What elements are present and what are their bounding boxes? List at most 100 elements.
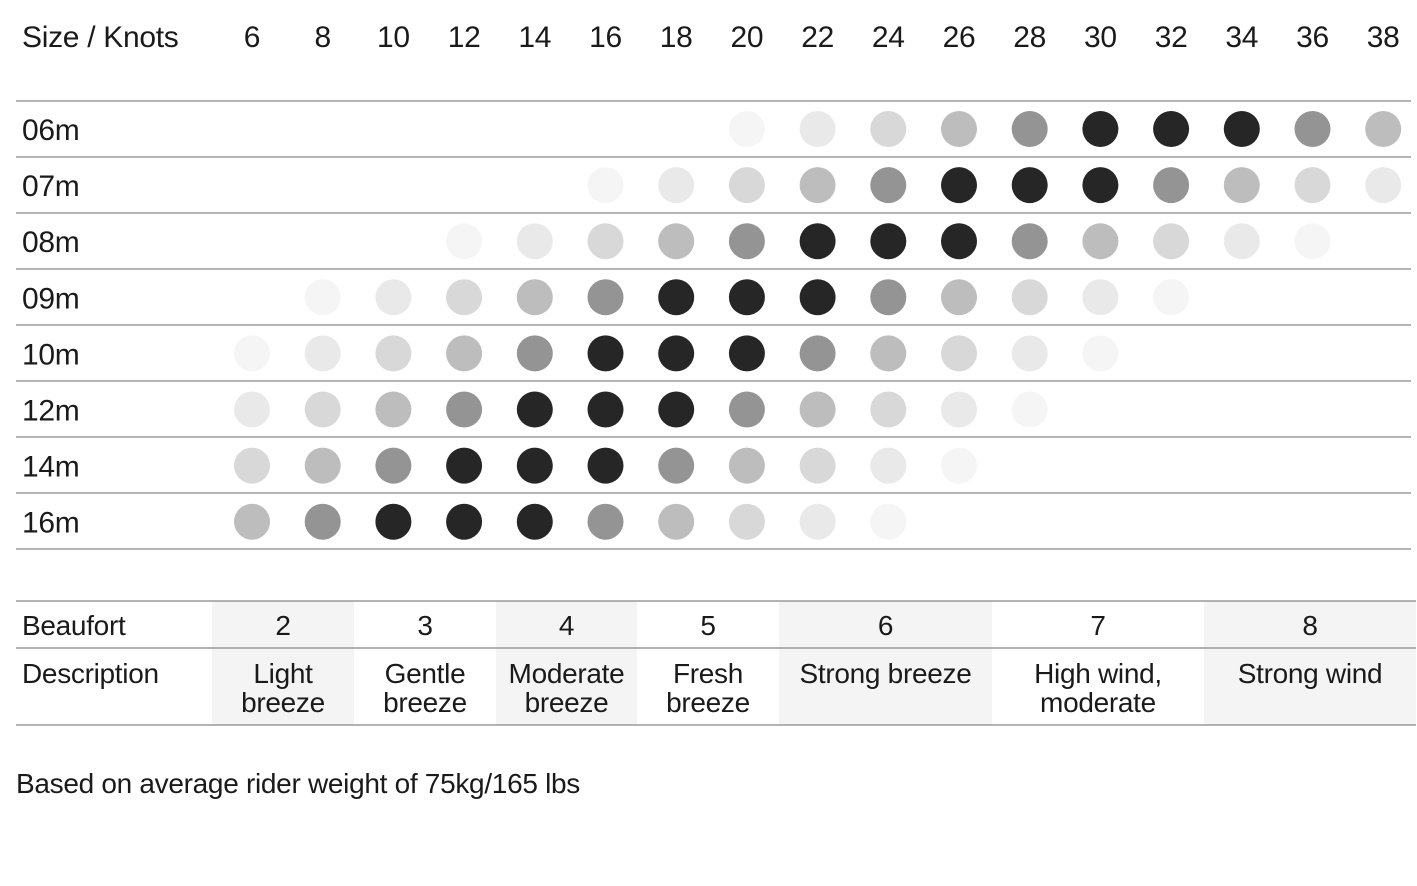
beaufort-label: Beaufort	[22, 610, 126, 641]
wind-dot	[1153, 167, 1190, 204]
knots-tick-label: 28	[1013, 21, 1046, 54]
description-label: Description	[22, 658, 159, 689]
wind-dot	[587, 223, 624, 260]
wind-dot	[516, 391, 553, 428]
knots-tick-label: 22	[801, 21, 834, 54]
beaufort-description: Strong breeze	[800, 658, 972, 689]
size-label: 07m	[22, 170, 79, 203]
knots-tick-label: 24	[872, 21, 905, 54]
knots-tick-label: 8	[315, 21, 331, 54]
wind-dot	[234, 447, 270, 484]
wind-dot	[375, 279, 412, 316]
size-label: 10m	[22, 338, 79, 371]
beaufort-force: 6	[878, 610, 893, 641]
wind-dot	[446, 279, 483, 316]
knots-tick-label: 34	[1225, 21, 1258, 54]
wind-dot	[446, 447, 483, 484]
wind-dot	[1223, 167, 1260, 204]
beaufort-force: 5	[700, 610, 715, 641]
wind-dot	[941, 111, 977, 147]
beaufort-description: breeze	[666, 687, 750, 718]
wind-dot	[941, 223, 977, 260]
wind-dot	[304, 335, 341, 372]
beaufort-shade	[212, 601, 354, 725]
knots-tick-label: 6	[244, 21, 260, 54]
size-label: 12m	[22, 395, 79, 428]
wind-dot	[658, 279, 695, 316]
knots-tick-label: 10	[377, 21, 410, 54]
wind-dot	[234, 335, 270, 372]
wind-dot	[870, 167, 907, 204]
wind-dot	[870, 503, 907, 540]
wind-dot	[941, 391, 977, 428]
beaufort-force: 8	[1302, 610, 1317, 641]
wind-dot	[799, 335, 836, 372]
wind-dot	[304, 447, 341, 484]
wind-dot	[516, 223, 553, 260]
size-row: 14m	[22, 447, 977, 484]
wind-dot	[587, 167, 624, 204]
size-row: 12m	[22, 391, 1048, 428]
wind-dot	[1153, 223, 1190, 260]
wind-dot	[870, 391, 907, 428]
beaufort-force: 3	[417, 610, 432, 641]
knots-tick-label: 18	[660, 21, 693, 54]
wind-dot	[1011, 223, 1048, 260]
wind-dot	[1011, 335, 1048, 372]
wind-dot	[728, 391, 765, 428]
wind-dot	[799, 391, 836, 428]
size-label: 06m	[22, 114, 79, 147]
size-row: 09m	[22, 279, 1190, 316]
wind-dot	[799, 447, 836, 484]
wind-dot	[516, 503, 553, 540]
beaufort-force: 4	[559, 610, 574, 641]
wind-dot	[728, 335, 765, 372]
wind-dot	[446, 223, 483, 260]
beaufort-description: Moderate	[509, 658, 625, 689]
size-label: 14m	[22, 451, 79, 484]
wind-dot	[1223, 111, 1260, 147]
wind-dot	[728, 503, 765, 540]
wind-dot	[234, 503, 270, 540]
wind-dot	[658, 223, 695, 260]
beaufort-description: breeze	[525, 687, 609, 718]
wind-dot	[728, 279, 765, 316]
grid-lines	[16, 100, 1411, 550]
wind-dot	[375, 503, 412, 540]
wind-dot	[1153, 111, 1190, 147]
knots-tick-label: 12	[448, 21, 481, 54]
wind-dot	[587, 391, 624, 428]
size-label: 09m	[22, 282, 79, 315]
wind-dot	[870, 111, 907, 147]
wind-dot	[1011, 279, 1048, 316]
wind-dot	[1082, 279, 1119, 316]
wind-dot	[1011, 111, 1048, 147]
wind-dot	[799, 167, 836, 204]
knots-tick-label: 36	[1296, 21, 1329, 54]
beaufort-shade	[1204, 601, 1416, 725]
beaufort-force: 2	[275, 610, 290, 641]
wind-dot	[1223, 223, 1260, 260]
beaufort-description: Strong wind	[1238, 658, 1383, 689]
wind-dot	[799, 223, 836, 260]
size-label: 08m	[22, 226, 79, 259]
wind-dot	[799, 111, 836, 147]
wind-dot	[870, 447, 907, 484]
wind-dot	[658, 391, 695, 428]
wind-dot	[1011, 167, 1048, 204]
size-row: 10m	[22, 335, 1119, 372]
wind-dot	[870, 335, 907, 372]
wind-dot	[799, 503, 836, 540]
wind-dot	[1082, 111, 1119, 147]
corner-label: Size / Knots	[22, 21, 178, 54]
wind-dot	[375, 391, 412, 428]
beaufort-description: breeze	[383, 687, 467, 718]
beaufort-description: breeze	[241, 687, 325, 718]
wind-dot	[304, 279, 341, 316]
knots-tick-label: 30	[1084, 21, 1117, 54]
beaufort-shade	[779, 601, 992, 725]
wind-dot	[941, 279, 977, 316]
size-row: 08m	[22, 223, 1331, 260]
knots-tick-label: 14	[518, 21, 551, 54]
